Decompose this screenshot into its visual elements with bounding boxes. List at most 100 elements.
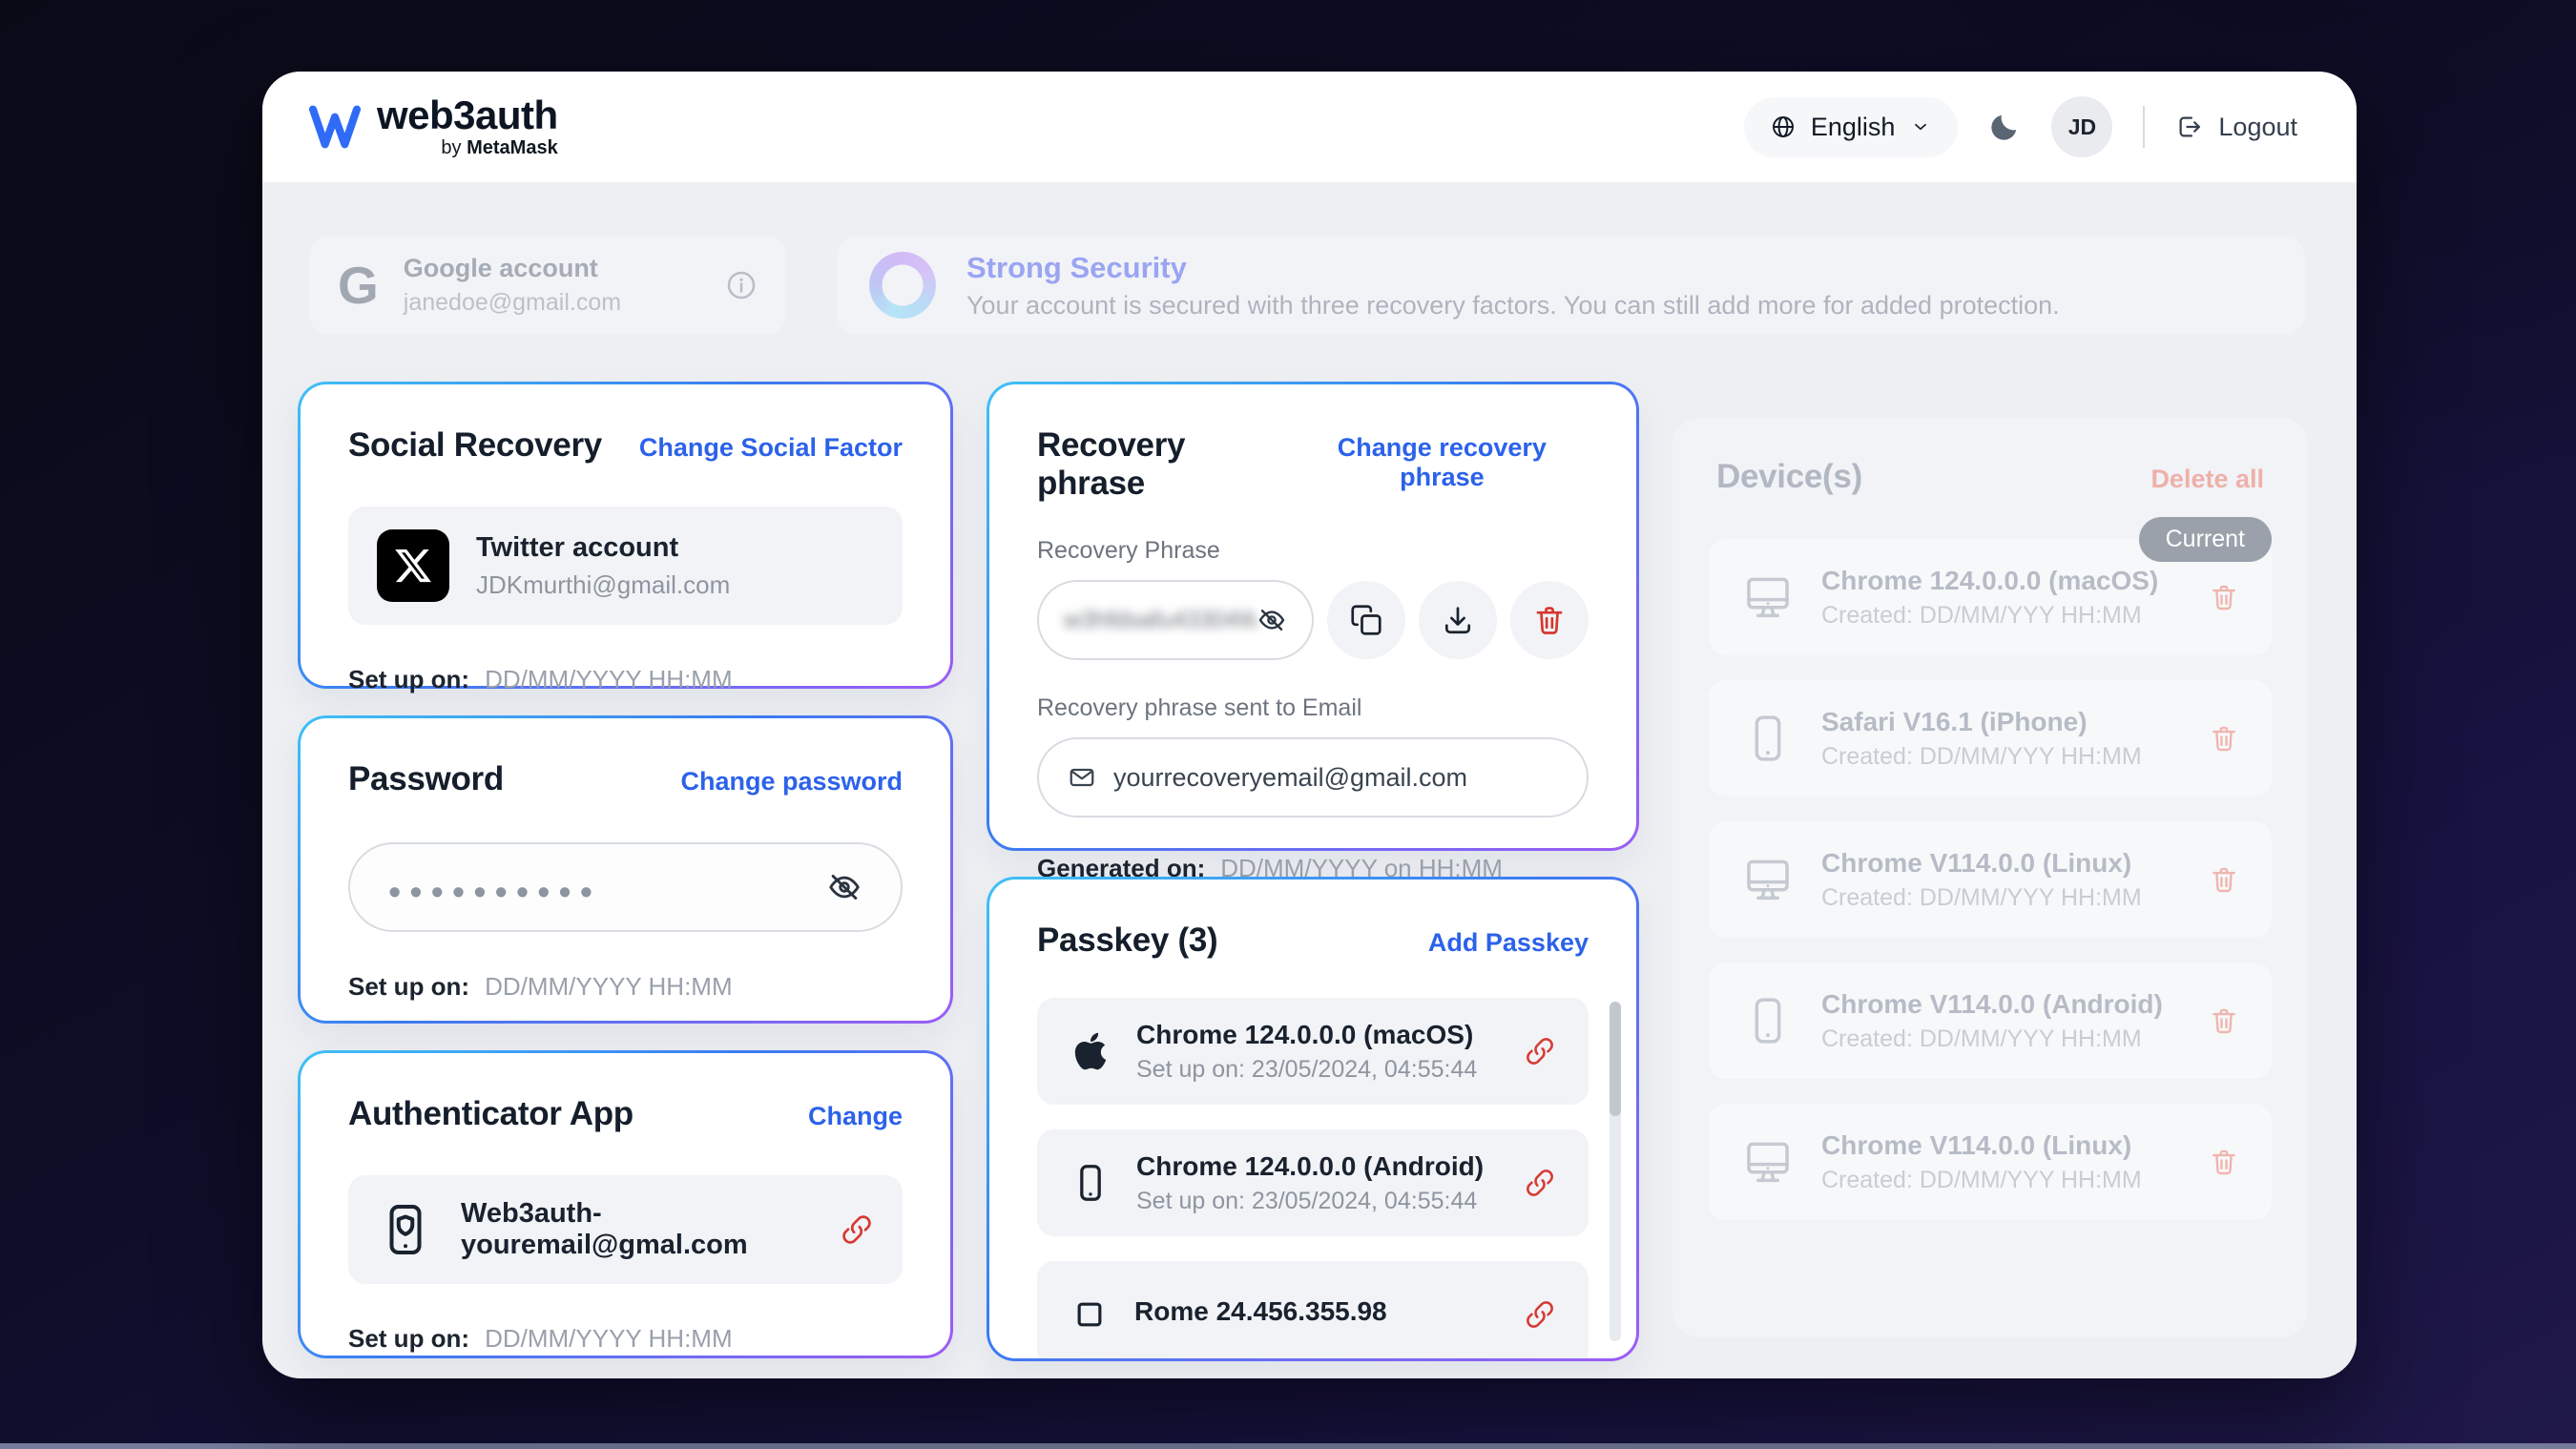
password-title: Password: [348, 760, 504, 797]
change-authenticator-link[interactable]: Change: [807, 1102, 903, 1130]
setup-on-label: Set up on:: [348, 972, 470, 1001]
brand-logo: web3auth by MetaMask: [308, 94, 558, 159]
trash-icon: [1532, 603, 1567, 637]
recovery-phrase-input[interactable]: w3hfdsafu43304Wj...: [1037, 580, 1314, 660]
phone-icon: [1741, 712, 1795, 765]
desktop-icon: [1741, 853, 1795, 906]
copy-phrase-button[interactable]: [1327, 581, 1405, 659]
scrollbar[interactable]: [1610, 1002, 1621, 1341]
delete-device-button[interactable]: [2209, 723, 2239, 754]
desktop-icon: [1741, 1135, 1795, 1189]
device-item: Chrome 124.0.0.0 (macOS) Created: DD/MM/…: [1709, 539, 2272, 655]
recovery-email-value: yourrecoveryemail@gmail.com: [1113, 762, 1468, 792]
social-recovery-title: Social Recovery: [348, 426, 602, 464]
current-badge: Current: [2138, 517, 2272, 562]
web3auth-logo-icon: [308, 105, 362, 149]
passkey-card: Passkey (3) Add Passkey Chrome 124.0.0.0…: [987, 877, 1639, 1361]
device-name: Chrome 124.0.0.0 (macOS): [1821, 565, 2159, 595]
device-meta: Created: DD/MM/YYY HH:MM: [1821, 742, 2142, 770]
device-name: Chrome V114.0.0 (Linux): [1821, 1129, 2132, 1160]
delete-device-button[interactable]: [2209, 1005, 2239, 1036]
change-password-link[interactable]: Change password: [680, 767, 903, 796]
recovery-phrase-title: Recovery phrase: [1037, 426, 1186, 502]
delete-device-button[interactable]: [2209, 864, 2239, 895]
theme-toggle-button[interactable]: [1988, 111, 2021, 143]
google-account-banner: G Google account janedoe@gmail.com: [309, 236, 786, 335]
recovery-phrase-masked-value: w3hfdsafu43304Wj...: [1064, 606, 1257, 633]
unlink-icon[interactable]: [1524, 1298, 1556, 1331]
logout-icon: [2175, 113, 2204, 141]
scrollbar-thumb[interactable]: [1610, 1002, 1621, 1116]
delete-phrase-button[interactable]: [1510, 581, 1589, 659]
device-item: Chrome V114.0.0 (Linux) Created: DD/MM/Y…: [1709, 821, 2272, 938]
window-icon: [1070, 1294, 1110, 1335]
passkey-item: Chrome 124.0.0.0 (macOS) Set up on: 23/0…: [1037, 998, 1589, 1105]
chevron-down-icon: [1910, 116, 1931, 137]
brand-byline: by MetaMask: [441, 136, 558, 158]
authenticator-phone-icon: [377, 1201, 434, 1258]
copy-icon: [1349, 603, 1383, 637]
device-meta: Created: DD/MM/YYY HH:MM: [1821, 883, 2142, 911]
password-input[interactable]: ••••••••••: [348, 842, 903, 932]
security-ring-icon: [869, 252, 936, 319]
google-account-email: janedoe@gmail.com: [403, 289, 622, 316]
setup-on-value: DD/MM/YYYY HH:MM: [485, 1324, 733, 1353]
device-item: Chrome V114.0.0 (Linux) Created: DD/MM/Y…: [1709, 1104, 2272, 1220]
delete-device-button[interactable]: [2209, 582, 2239, 612]
authenticator-title: Authenticator App: [348, 1095, 634, 1132]
setup-on-value: DD/MM/YYYY HH:MM: [485, 665, 733, 693]
header-actions: English JD Logout: [1743, 96, 2297, 157]
header: web3auth by MetaMask English JD Logout: [262, 72, 2357, 184]
delete-all-link[interactable]: Delete all: [2150, 465, 2264, 493]
setup-on-value: DD/MM/YYYY HH:MM: [485, 972, 733, 1001]
web3auth-dashboard: web3auth by MetaMask English JD Logout G: [262, 72, 2357, 1378]
twitter-account-tile: Twitter account JDKmurthi@gmail.com: [348, 507, 903, 625]
download-icon: [1441, 603, 1475, 637]
logout-button[interactable]: Logout: [2175, 113, 2297, 142]
change-recovery-phrase-link[interactable]: Change recovery phrase: [1296, 433, 1589, 492]
device-meta: Created: DD/MM/YYY HH:MM: [1821, 1025, 2142, 1052]
recovery-email-input[interactable]: yourrecoveryemail@gmail.com: [1037, 737, 1589, 818]
password-card: Password Change password •••••••••• Set …: [298, 715, 953, 1024]
phone-icon: [1741, 994, 1795, 1047]
passkey-meta: Set up on: 23/05/2024, 04:55:44: [1136, 1055, 1478, 1083]
desktop-icon: [1741, 570, 1795, 624]
device-meta: Created: DD/MM/YYY HH:MM: [1821, 1166, 2142, 1193]
mail-icon: [1068, 763, 1096, 792]
passkey-meta: Set up on: 23/05/2024, 04:55:44: [1136, 1187, 1478, 1214]
device-name: Chrome V114.0.0 (Android): [1821, 988, 2163, 1019]
screen-bottom-edge: [0, 1443, 2576, 1449]
device-meta: Created: DD/MM/YYY HH:MM: [1821, 601, 2142, 629]
twitter-account-title: Twitter account: [476, 531, 679, 563]
recovery-email-label: Recovery phrase sent to Email: [1037, 694, 1362, 721]
passkey-name: Chrome 124.0.0.0 (Android): [1136, 1150, 1485, 1181]
change-social-factor-link[interactable]: Change Social Factor: [638, 433, 903, 462]
delete-device-button[interactable]: [2209, 1147, 2239, 1177]
authenticator-account: Web3auth-youremail@gmal.com: [461, 1198, 748, 1260]
security-status-banner: Strong Security Your account is secured …: [837, 236, 2305, 335]
authenticator-card: Authenticator App Change Web3auth-yourem…: [298, 1050, 953, 1358]
passkey-list: Chrome 124.0.0.0 (macOS) Set up on: 23/0…: [1037, 998, 1589, 1358]
info-icon[interactable]: [725, 269, 758, 301]
devices-title: Device(s): [1716, 458, 1862, 495]
x-twitter-icon: [377, 529, 449, 602]
language-selector[interactable]: English: [1743, 96, 1959, 157]
eye-off-icon[interactable]: [1257, 605, 1287, 635]
social-recovery-card: Social Recovery Change Social Factor Twi…: [298, 382, 953, 693]
avatar[interactable]: JD: [2051, 96, 2113, 157]
unlink-icon[interactable]: [1524, 1167, 1556, 1199]
device-item: Chrome V114.0.0 (Android) Created: DD/MM…: [1709, 963, 2272, 1079]
unlink-icon[interactable]: [840, 1212, 874, 1247]
moon-icon: [1988, 111, 2021, 143]
phone-icon: [1070, 1162, 1111, 1204]
add-passkey-link[interactable]: Add Passkey: [1427, 928, 1589, 957]
unlink-icon[interactable]: [1524, 1035, 1556, 1067]
globe-icon: [1771, 114, 1796, 139]
recovery-phrase-label: Recovery Phrase: [1037, 537, 1220, 564]
eye-off-icon[interactable]: [826, 869, 862, 905]
setup-on-label: Set up on:: [348, 665, 470, 693]
device-item: Safari V16.1 (iPhone) Created: DD/MM/YYY…: [1709, 680, 2272, 797]
download-phrase-button[interactable]: [1419, 581, 1497, 659]
device-name: Chrome V114.0.0 (Linux): [1821, 847, 2132, 878]
passkey-name: Chrome 124.0.0.0 (macOS): [1136, 1019, 1474, 1049]
